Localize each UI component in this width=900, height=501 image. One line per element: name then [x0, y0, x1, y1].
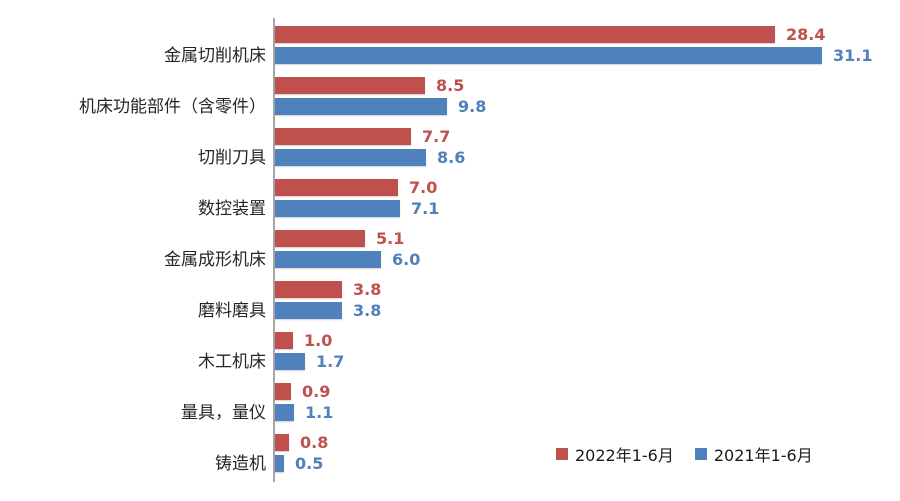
value-label-2021: 7.1 — [411, 199, 440, 218]
bar-2021 — [275, 353, 305, 370]
legend-swatch-2021-icon — [694, 448, 707, 460]
bar-2022 — [275, 26, 775, 43]
bar-2021 — [275, 98, 447, 115]
category-label: 铸造机 — [215, 453, 266, 474]
value-label-2021: 1.7 — [316, 352, 345, 371]
value-label-2021: 3.8 — [353, 301, 382, 320]
legend-label-2022: 2022年1-6月 — [575, 446, 674, 465]
bar-2021 — [275, 455, 284, 472]
bar-2021 — [275, 149, 426, 166]
legend-swatch-2022-icon — [556, 448, 568, 460]
value-label-2022: 5.1 — [376, 229, 405, 248]
legend-item-2022: 2022年1-6月 — [556, 442, 674, 466]
value-label-2021: 9.8 — [458, 97, 487, 116]
bar-2021 — [275, 302, 342, 319]
legend-item-2021: 2021年1-6月 — [694, 442, 813, 466]
category-label: 切削刀具 — [198, 147, 266, 168]
category-label: 木工机床 — [198, 351, 266, 372]
bar-2022 — [275, 281, 342, 298]
value-label-2021: 1.1 — [305, 403, 334, 422]
bar-2022 — [275, 230, 365, 247]
value-label-2022: 7.7 — [422, 127, 451, 146]
bar-2022 — [275, 77, 425, 94]
value-label-2022: 7.0 — [409, 178, 438, 197]
value-label-2021: 8.6 — [437, 148, 466, 167]
y-axis-line — [273, 18, 275, 482]
category-label: 机床功能部件（含零件） — [79, 96, 266, 117]
bar-2022 — [275, 383, 291, 400]
value-label-2022: 1.0 — [304, 331, 333, 350]
bar-2022 — [275, 128, 411, 145]
bar-2022 — [275, 332, 293, 349]
value-label-2021: 0.5 — [295, 454, 324, 473]
legend-label-2021: 2021年1-6月 — [713, 446, 813, 465]
value-label-2022: 28.4 — [786, 25, 826, 44]
value-label-2021: 31.1 — [833, 46, 873, 65]
bar-2022 — [275, 179, 398, 196]
bar-2021 — [275, 47, 822, 64]
category-label: 金属切削机床 — [164, 45, 266, 66]
value-label-2022: 0.8 — [300, 433, 329, 452]
category-label: 量具，量仪 — [181, 402, 266, 423]
category-label: 磨料磨具 — [198, 300, 266, 321]
value-label-2022: 3.8 — [353, 280, 382, 299]
bar-2021 — [275, 404, 294, 421]
category-label: 数控装置 — [198, 198, 266, 219]
bar-2021 — [275, 251, 381, 268]
bar-2022 — [275, 434, 289, 451]
category-label: 金属成形机床 — [164, 249, 266, 270]
value-label-2022: 0.9 — [302, 382, 331, 401]
bar-2021 — [275, 200, 400, 217]
value-label-2022: 8.5 — [436, 76, 465, 95]
legend: 2022年1-6月 2021年1-6月 — [556, 442, 813, 466]
value-label-2021: 6.0 — [392, 250, 421, 269]
